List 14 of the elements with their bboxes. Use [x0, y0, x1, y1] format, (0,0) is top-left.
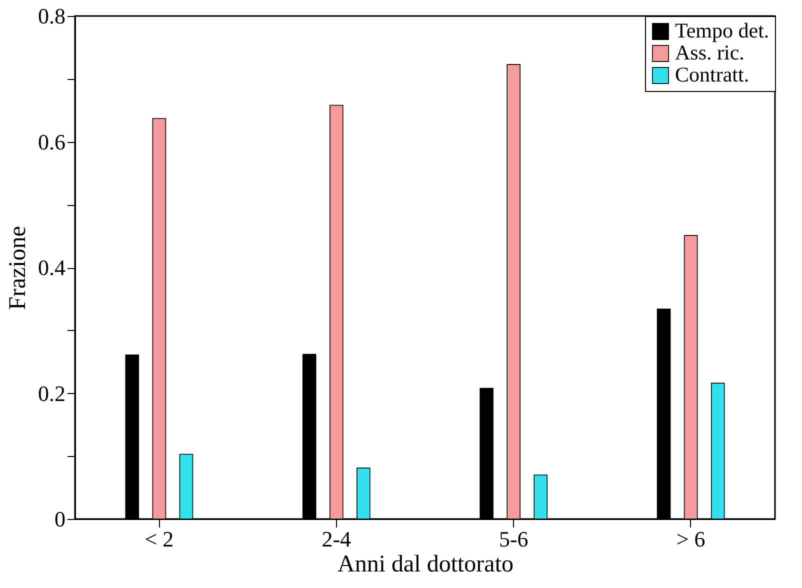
x-tick-label: < 2	[144, 526, 174, 552]
legend-label: Tempo det.	[675, 18, 770, 42]
legend-label: Contratt.	[675, 62, 750, 86]
x-tick-label: 2-4	[322, 526, 352, 552]
y-tick-label: 0.2	[38, 380, 66, 406]
y-tick-label: 0.4	[38, 255, 66, 280]
y-tick-label: 0.8	[38, 4, 66, 28]
y-tick-label: 0.6	[38, 129, 66, 154]
legend-label: Ass. ric.	[675, 40, 744, 64]
x-tick-label: > 6	[676, 526, 706, 552]
y-axis-title: Frazione	[5, 226, 31, 310]
x-axis-title: Anni dal dottorato	[338, 552, 514, 578]
x-tick-label: 5-6	[498, 526, 528, 552]
y-tick-label: 0	[54, 506, 66, 532]
